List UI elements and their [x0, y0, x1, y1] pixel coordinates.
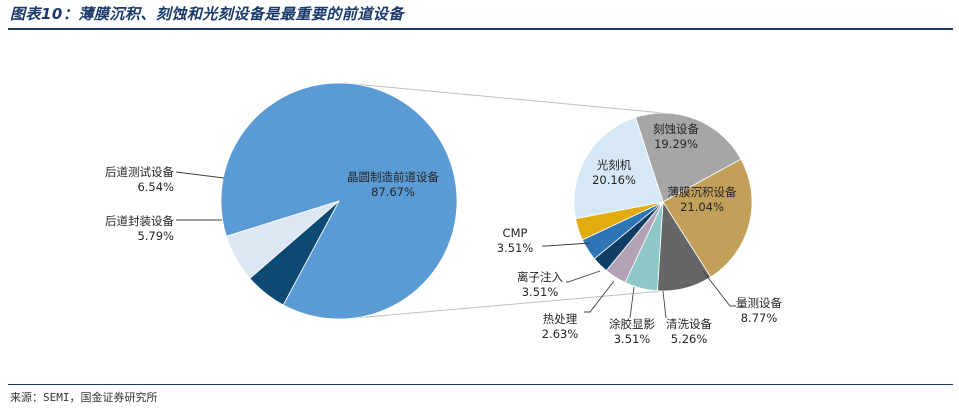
sub-pie-slice-8 — [573, 116, 664, 220]
sub-pie-label-7-leader — [542, 242, 591, 247]
sub-pie-label-5-value: 2.63% — [542, 327, 579, 341]
sub-pie-label-7-value: 3.51% — [497, 241, 534, 255]
main-pie — [220, 82, 458, 320]
sub-pie-label-5-name: 热处理 — [543, 312, 578, 326]
sub-pie-slice-0 — [634, 112, 742, 203]
main-pie-label-2-leader — [175, 171, 225, 179]
sub-pie-label-3-value: 5.26% — [671, 332, 708, 346]
sub-pie-label-4-value: 3.51% — [614, 332, 651, 346]
main-pie-label-1-value: 5.79% — [137, 229, 174, 243]
sub-pie-slice-1 — [662, 158, 753, 278]
title-rule — [8, 28, 953, 30]
sub-pie-label-6-value: 3.51% — [522, 285, 559, 299]
sub-pie-label-3-leader — [662, 290, 667, 319]
connector-lines — [343, 82, 664, 320]
source-note: 来源：SEMI，国金证券研究所 — [10, 391, 158, 404]
sub-pie-label-2-leader — [702, 270, 736, 307]
sub-pie-label-2-name: 量测设备 — [736, 296, 782, 310]
figure-title: 图表10：薄膜沉积、刻蚀和光刻设备是最重要的前道设备 — [10, 5, 404, 23]
sub-pie — [573, 112, 753, 292]
main-pie-slice-2 — [225, 200, 340, 279]
sub-pie-label-0-value: 19.29% — [654, 137, 698, 151]
sub-pie-label-7-name: CMP — [503, 226, 528, 240]
connector-line-bottom — [343, 290, 664, 320]
sub-pie-label-8-name: 光刻机 — [597, 158, 632, 172]
leader-lines — [175, 171, 736, 319]
source-rule — [8, 384, 953, 385]
sub-pie-label-8-value: 20.16% — [592, 173, 636, 187]
sub-pie-label-3-name: 清洗设备 — [666, 317, 712, 331]
sub-pie-label-4-leader — [629, 286, 635, 319]
sub-pie-label-6-leader — [566, 270, 601, 283]
sub-pie-label-6-name: 离子注入 — [517, 270, 563, 284]
sub-pie-label-2-value: 8.77% — [741, 311, 778, 325]
main-pie-label-2-value: 6.54% — [137, 180, 174, 194]
sub-pie-label-4-name: 涂胶显影 — [609, 317, 655, 331]
sub-pie-label-1-value: 21.04% — [680, 200, 724, 214]
main-pie-label-2-name: 后道测试设备 — [105, 165, 174, 179]
main-pie-label-0-value: 87.67% — [371, 185, 415, 199]
main-pie-label-1-name: 后道封装设备 — [105, 214, 174, 228]
sub-pie-label-0-name: 刻蚀设备 — [653, 122, 699, 136]
main-pie-label-0-name: 晶圆制造前道设备 — [347, 170, 439, 184]
sub-pie-label-1-name: 薄膜沉积设备 — [668, 185, 737, 199]
connector-line-top — [343, 82, 664, 114]
sub-pie-label-5-leader — [584, 280, 615, 313]
